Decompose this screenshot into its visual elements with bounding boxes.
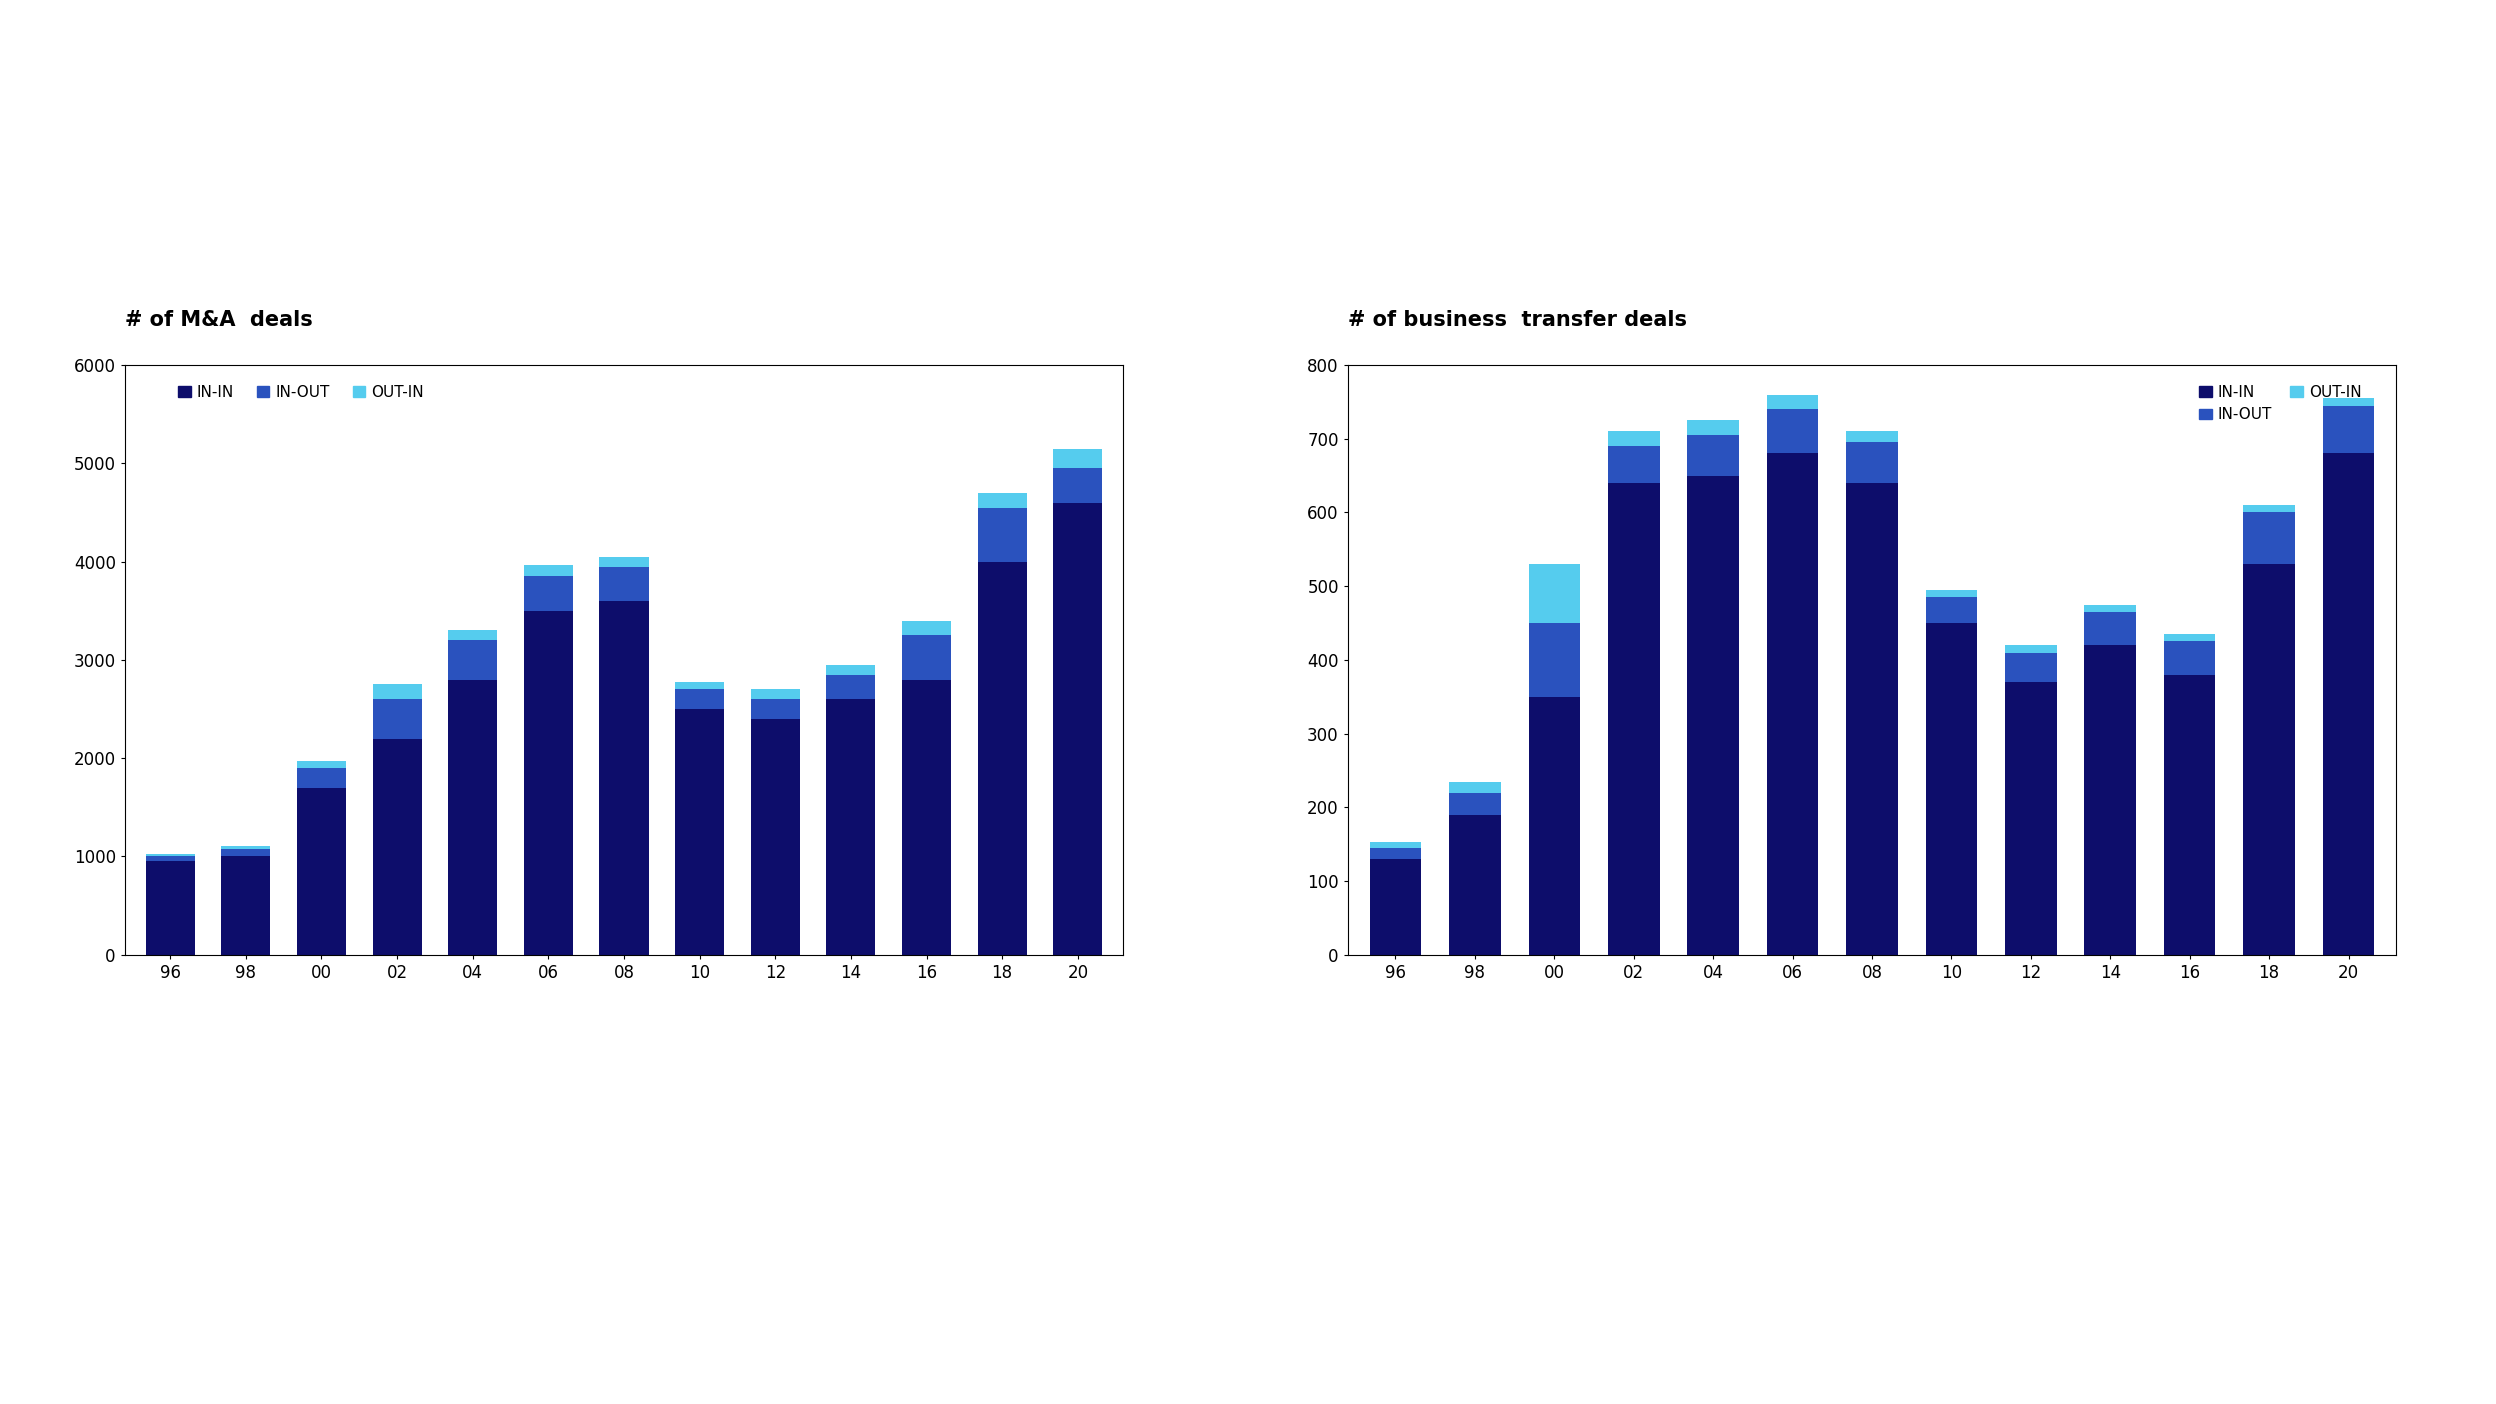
Bar [751, 689, 799, 699]
Bar [297, 768, 347, 788]
Bar [1053, 503, 1103, 955]
Bar [1450, 782, 1500, 792]
Bar [1370, 848, 1420, 859]
Legend: IN-IN, IN-OUT, OUT-IN: IN-IN, IN-OUT, OUT-IN [2194, 379, 2369, 428]
Bar [2164, 635, 2216, 642]
Bar [222, 856, 270, 955]
Bar [449, 680, 497, 955]
Bar [1847, 431, 1897, 442]
Bar [1687, 420, 1740, 435]
Bar [145, 855, 195, 856]
Bar [1847, 442, 1897, 483]
Bar [751, 719, 799, 955]
Bar [1450, 792, 1500, 814]
Bar [2244, 512, 2294, 564]
Bar [1370, 842, 1420, 848]
Legend: IN-IN, IN-OUT, OUT-IN: IN-IN, IN-OUT, OUT-IN [172, 379, 429, 406]
Bar [1528, 564, 1580, 623]
Bar [524, 611, 574, 955]
Bar [1370, 859, 1420, 955]
Bar [1607, 483, 1660, 955]
Bar [1687, 476, 1740, 955]
Bar [1528, 696, 1580, 955]
Bar [2084, 605, 2137, 612]
Bar [372, 699, 422, 739]
Bar [1847, 483, 1897, 955]
Bar [2164, 674, 2216, 955]
Bar [2004, 646, 2057, 653]
Bar [2324, 399, 2374, 406]
Bar [1924, 590, 1977, 597]
Text: # of M&A  deals: # of M&A deals [125, 310, 312, 330]
Bar [1924, 623, 1977, 955]
Bar [978, 507, 1026, 562]
Bar [978, 562, 1026, 955]
Bar [2084, 612, 2137, 644]
Bar [901, 635, 951, 680]
Bar [2004, 682, 2057, 955]
Bar [372, 739, 422, 955]
Bar [524, 576, 574, 611]
Bar [1687, 435, 1740, 476]
Bar [901, 680, 951, 955]
Bar [1607, 446, 1660, 483]
Bar [1767, 453, 1820, 955]
Bar [599, 601, 649, 955]
Bar [826, 674, 876, 699]
Bar [2244, 505, 2294, 512]
Bar [599, 566, 649, 601]
Bar [1924, 597, 1977, 623]
Bar [826, 699, 876, 955]
Bar [524, 564, 574, 576]
Bar [222, 848, 270, 856]
Bar [145, 861, 195, 955]
Bar [2324, 453, 2374, 955]
Bar [372, 685, 422, 699]
Bar [674, 681, 724, 689]
Bar [145, 856, 195, 861]
Bar [222, 845, 270, 848]
Bar [449, 630, 497, 640]
Bar [751, 699, 799, 719]
Bar [674, 689, 724, 709]
Bar [2084, 644, 2137, 955]
Bar [901, 621, 951, 635]
Bar [1767, 410, 1820, 453]
Bar [1607, 431, 1660, 446]
Bar [449, 640, 497, 680]
Bar [1528, 623, 1580, 696]
Bar [297, 761, 347, 768]
Bar [2244, 564, 2294, 955]
Bar [978, 493, 1026, 507]
Bar [2004, 653, 2057, 682]
Bar [2324, 406, 2374, 453]
Bar [1767, 395, 1820, 409]
Bar [674, 709, 724, 955]
Text: # of business  transfer deals: # of business transfer deals [1348, 310, 1687, 330]
Bar [1053, 448, 1103, 468]
Bar [297, 788, 347, 955]
Bar [1450, 814, 1500, 955]
Bar [2164, 642, 2216, 674]
Bar [826, 664, 876, 674]
Bar [1053, 468, 1103, 503]
Bar [599, 556, 649, 566]
